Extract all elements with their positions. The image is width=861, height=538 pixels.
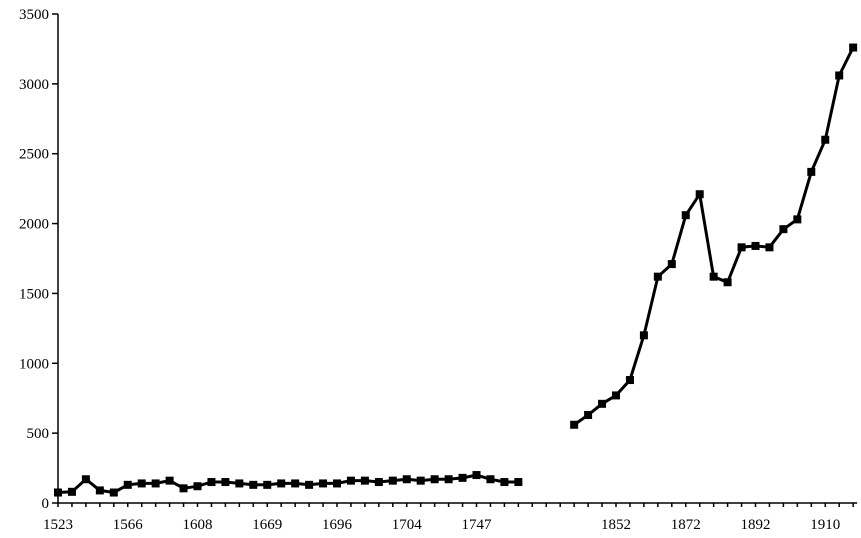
data-point-marker — [235, 479, 244, 488]
data-point-marker — [681, 211, 690, 220]
series-line — [57, 473, 519, 494]
data-point-marker — [486, 475, 495, 484]
data-point-marker — [472, 471, 481, 480]
data-point-marker — [444, 475, 453, 484]
data-point-marker — [598, 399, 607, 408]
y-tick-label: 1000 — [19, 356, 49, 372]
data-point-marker — [291, 479, 300, 488]
data-point-marker — [849, 43, 858, 52]
data-point-marker — [835, 71, 844, 80]
chart-axes: 0 500 1000 1500 2000 2500 3000 3500 1523 1566 1608… — [19, 7, 858, 533]
x-tick-label: 1566 — [113, 517, 144, 533]
data-point-marker — [667, 260, 676, 269]
data-point-marker — [584, 410, 593, 419]
data-point-marker — [402, 475, 411, 484]
data-point-marker — [249, 480, 258, 489]
y-tick-label: 500 — [27, 426, 50, 442]
y-tick-label: 3000 — [19, 77, 49, 93]
data-point-marker — [821, 135, 830, 144]
data-point-marker — [109, 488, 118, 497]
data-point-marker — [221, 478, 230, 487]
data-point-marker — [779, 225, 788, 234]
data-point-marker — [416, 476, 425, 485]
series-layer — [54, 43, 858, 497]
data-point-marker — [95, 486, 104, 495]
data-point-marker — [388, 476, 397, 485]
data-point-marker — [346, 476, 355, 485]
data-point-marker — [81, 475, 90, 484]
data-point-marker — [360, 476, 369, 485]
data-point-marker — [737, 243, 746, 252]
data-point-marker — [612, 391, 620, 400]
data-point-marker — [333, 479, 341, 488]
data-point-marker — [430, 475, 439, 484]
data-point-marker — [207, 478, 216, 487]
y-tick-label: 2000 — [19, 217, 49, 233]
data-point-marker — [179, 484, 188, 493]
data-point-marker — [695, 190, 704, 199]
data-point-marker — [319, 479, 328, 488]
data-point-marker — [305, 480, 314, 489]
data-point-marker — [793, 215, 802, 224]
x-tick-label: 1704 — [392, 517, 423, 533]
data-point-marker — [751, 241, 760, 250]
y-tick-label: 3500 — [19, 7, 49, 23]
data-point-marker — [514, 478, 523, 487]
data-point-marker — [500, 478, 509, 487]
data-point-marker — [374, 478, 383, 487]
x-tick-label: 1892 — [741, 517, 771, 533]
data-point-marker — [807, 167, 816, 176]
data-point-marker — [151, 479, 160, 488]
x-tick-label: 1669 — [252, 517, 282, 533]
data-point-marker — [723, 278, 732, 287]
data-point-marker — [137, 479, 146, 488]
x-tick-label: 1910 — [810, 517, 840, 533]
series-2 — [570, 43, 858, 429]
x-tick-label: 1852 — [601, 517, 631, 533]
data-point-marker — [263, 480, 272, 489]
data-point-marker — [625, 376, 634, 385]
series-1 — [54, 471, 523, 497]
data-point-marker — [193, 482, 202, 491]
y-tick-label: 2500 — [19, 147, 49, 163]
x-tick-label: 1608 — [183, 517, 213, 533]
x-tick-label: 1696 — [322, 517, 353, 533]
data-point-marker — [165, 476, 174, 485]
data-point-marker — [709, 272, 718, 281]
data-point-marker — [765, 243, 774, 252]
data-point-marker — [570, 420, 579, 429]
data-point-marker — [653, 272, 662, 281]
series-line — [573, 46, 855, 427]
data-point-marker — [123, 480, 132, 489]
data-point-marker — [54, 488, 62, 497]
y-tick-label: 0 — [42, 496, 50, 512]
data-point-marker — [67, 487, 76, 496]
y-tick-label: 1500 — [19, 286, 49, 302]
data-point-marker — [458, 473, 467, 482]
data-point-marker — [277, 479, 286, 488]
x-tick-label: 1523 — [43, 517, 73, 533]
data-point-marker — [639, 331, 648, 340]
x-tick-label: 1872 — [671, 517, 701, 533]
x-tick-label: 1747 — [462, 517, 493, 533]
